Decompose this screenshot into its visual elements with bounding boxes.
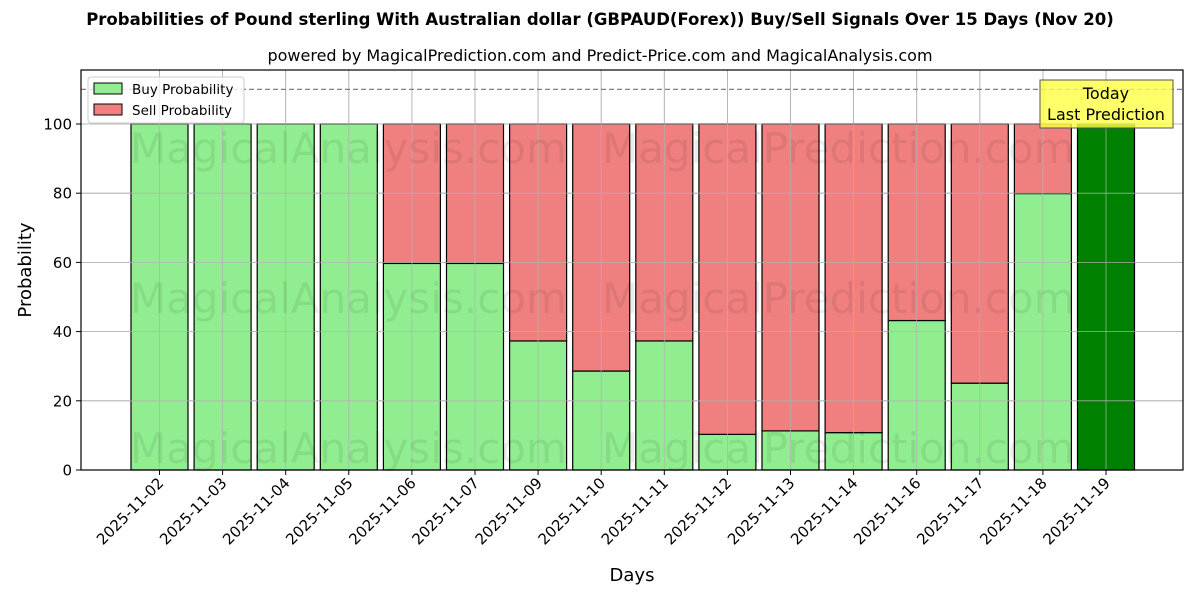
x-tick-label: 2025-11-14 [787, 474, 861, 548]
x-tick-label: 2025-11-07 [408, 474, 482, 548]
legend-swatch-buy [93, 82, 123, 95]
y-tick-label: 100 [43, 116, 72, 134]
x-tick-label: 2025-11-12 [661, 474, 735, 548]
watermark-text: MagicalAnalysis.com [130, 124, 567, 173]
chart-subtitle: powered by MagicalPrediction.com and Pre… [267, 46, 933, 65]
x-tick-label: 2025-11-04 [219, 474, 293, 548]
annotation-line-1: Today [1082, 84, 1129, 103]
x-tick-label: 2025-11-06 [345, 474, 419, 548]
legend-label-buy: Buy Probability [132, 82, 233, 98]
y-tick-label: 0 [62, 462, 72, 480]
x-tick-label: 2025-11-16 [850, 474, 924, 548]
x-tick-label: 2025-11-13 [724, 474, 798, 548]
watermark-text: MagicalPrediction.com [602, 424, 1075, 473]
today-annotation: Today Last Prediction [1039, 79, 1174, 129]
x-tick-label: 2025-11-03 [156, 474, 230, 548]
axes-frame [80, 69, 1184, 471]
y-tick-label: 20 [53, 392, 72, 410]
bar-series [81, 70, 1183, 471]
watermark-text: MagicalAnalysis.com [130, 424, 567, 473]
watermark-text: MagicalPrediction.com [602, 124, 1075, 173]
y-tick-label: 80 [53, 185, 72, 203]
legend-label-sell: Sell Probability [132, 103, 232, 119]
y-tick-label: 40 [53, 323, 72, 341]
legend-box [87, 76, 245, 124]
watermark-text: MagicalAnalysis.com [130, 274, 567, 323]
y-axis-ticks: 0 20 40 60 80 100 [43, 116, 81, 480]
chart-title: Probabilities of Pound sterling With Aus… [86, 10, 1114, 29]
x-tick-label: 2025-11-17 [913, 474, 987, 548]
watermarks: MagicalAnalysis.com MagicalPrediction.com… [130, 124, 1075, 473]
x-tick-label: 2025-11-19 [1039, 474, 1113, 548]
x-axis-ticks: 2025-11-022025-11-032025-11-042025-11-05… [93, 470, 1114, 548]
annotation-box [1039, 79, 1174, 129]
x-tick-label: 2025-11-02 [93, 474, 167, 548]
legend: Buy Probability Sell Probability [87, 76, 245, 124]
x-tick-label: 2025-11-05 [282, 474, 356, 548]
x-tick-label: 2025-11-18 [976, 474, 1050, 548]
y-tick-label: 60 [53, 254, 72, 272]
legend-swatch-sell [93, 103, 123, 116]
annotation-line-2: Last Prediction [1047, 105, 1165, 124]
x-axis-label: Days [610, 565, 655, 586]
y-axis-label: Probability [15, 222, 36, 317]
watermark-text: MagicalPrediction.com [602, 274, 1075, 323]
x-tick-label: 2025-11-11 [598, 474, 672, 548]
x-tick-label: 2025-11-10 [535, 474, 609, 548]
x-tick-label: 2025-11-09 [472, 474, 546, 548]
